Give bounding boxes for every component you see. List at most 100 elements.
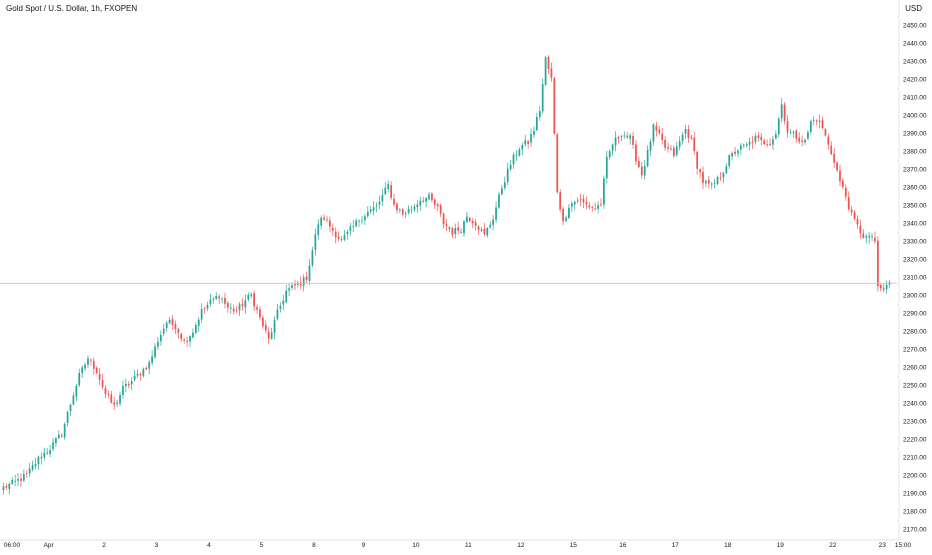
candle [381, 189, 384, 207]
candles-layer [0, 55, 897, 495]
y-tick-label: 2270.00 [903, 347, 927, 354]
candle-body [515, 154, 518, 156]
candle-body [492, 219, 495, 225]
candle [270, 327, 273, 340]
candle-body [288, 288, 290, 291]
candle-body [209, 299, 212, 305]
candle [474, 218, 477, 231]
currency-label: USD [905, 4, 922, 13]
candle [142, 367, 145, 378]
candle-body [154, 346, 156, 358]
candle [591, 205, 594, 212]
candle [308, 259, 311, 286]
candle [635, 140, 637, 166]
y-tick-label: 2350.00 [903, 203, 927, 210]
candle-body [90, 359, 92, 361]
candle-body [824, 129, 827, 136]
candle-body [705, 181, 707, 184]
candle [390, 181, 392, 200]
candle-body [871, 236, 873, 238]
candle [821, 116, 824, 130]
x-tick-label: 17 [672, 542, 680, 549]
candle [273, 316, 276, 340]
candle-body [483, 228, 486, 235]
candle [687, 125, 690, 143]
candle [734, 146, 736, 157]
candle-body [789, 132, 792, 133]
candle [361, 215, 363, 225]
candle-body [547, 56, 550, 69]
candle [777, 116, 780, 138]
candle [535, 112, 538, 132]
candle [562, 206, 564, 226]
candle [468, 216, 471, 223]
candle-body [331, 227, 334, 231]
candle [78, 368, 81, 388]
candle-body [46, 452, 49, 454]
candle [311, 246, 314, 268]
candle-body [556, 134, 559, 193]
candle-body [305, 276, 308, 280]
candle [696, 150, 699, 175]
candle [329, 216, 331, 233]
candle [154, 343, 156, 360]
x-tick-label: 23 [879, 542, 887, 549]
y-tick-label: 2340.00 [903, 221, 927, 228]
candle-body [329, 220, 331, 227]
candle-body [818, 120, 821, 123]
candle [460, 228, 462, 234]
candle [801, 135, 803, 147]
candle-body [433, 199, 436, 205]
candle-body [282, 300, 285, 305]
candle-body [559, 192, 562, 210]
candle-body [603, 178, 605, 205]
candle [804, 138, 806, 145]
candle [235, 306, 238, 314]
candle [404, 211, 407, 219]
candle-body [879, 285, 882, 289]
candle-body [772, 139, 774, 145]
candle [110, 390, 113, 404]
y-tick-label: 2440.00 [903, 41, 927, 48]
candle-body [611, 144, 614, 151]
candle-body [346, 231, 349, 234]
candle [862, 229, 865, 239]
candle [194, 322, 197, 335]
candle-body [740, 145, 742, 150]
candle [620, 134, 623, 141]
candle [789, 128, 792, 135]
candle-body [14, 480, 16, 482]
candle [489, 221, 492, 230]
candle [882, 283, 885, 293]
candle [722, 171, 725, 184]
candle-body [702, 172, 704, 184]
candle [643, 160, 646, 180]
y-tick-label: 2390.00 [903, 131, 927, 138]
candle-body [151, 356, 153, 363]
candle-body [769, 143, 771, 145]
candle [20, 473, 22, 488]
x-tick-label: 10 [412, 542, 420, 549]
candle [795, 129, 798, 143]
candle-body [672, 148, 675, 156]
candle [113, 396, 116, 410]
candle-body [180, 333, 183, 340]
y-tick-label: 2240.00 [903, 401, 927, 408]
candle [678, 136, 681, 151]
candle-body [821, 120, 824, 129]
candle [393, 193, 395, 207]
candle-body [457, 227, 460, 231]
candle-body [865, 236, 868, 238]
candle [84, 362, 86, 372]
candle [565, 215, 567, 223]
candle [436, 202, 439, 211]
candle-body [742, 144, 745, 146]
candle [745, 142, 748, 148]
candle-body [489, 224, 492, 228]
candle-body [605, 156, 608, 179]
candle [189, 335, 191, 348]
candle-body [413, 206, 416, 210]
y-tick-label: 2170.00 [903, 527, 927, 534]
